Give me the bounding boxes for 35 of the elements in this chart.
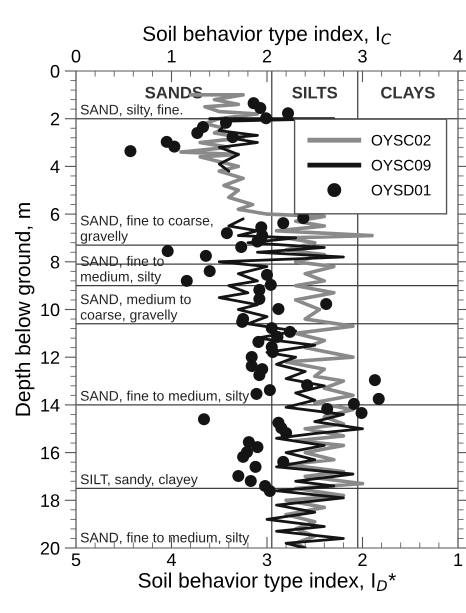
- y-axis-title: Depth below ground, m: [14, 203, 34, 416]
- annotation: SAND, fine to medium, silty: [80, 532, 250, 546]
- y-tick-label: 6: [50, 208, 60, 221]
- ref-line-label: SAND, fine to medium, silty: [80, 390, 250, 404]
- y-tick-label: 20: [40, 542, 60, 555]
- ref-line-label: SAND, fine to coarse, gravelly: [80, 215, 212, 244]
- y-tick-label: 14: [41, 399, 60, 412]
- annotation: SILTS: [292, 86, 338, 99]
- y-tick-label: 2: [50, 112, 60, 126]
- ref-line-label: SAND, medium to coarse, gravelly: [80, 294, 191, 322]
- y-tick-label: 10: [41, 303, 60, 316]
- y-tick-label: 18: [41, 494, 60, 508]
- legend-label: OYSC02: [372, 134, 430, 146]
- x2-tick-label: 1: [168, 50, 176, 62]
- x-tick-label: 5: [72, 554, 80, 566]
- ref-line-label: SAND, silty, fine.: [80, 104, 182, 118]
- y-tick-label: 12: [41, 351, 60, 364]
- x-axis-title: Soil behavior type index, I$_{D}$*: [138, 572, 396, 592]
- ref-line-label: SILT, sandy, clayey: [80, 474, 198, 487]
- y-tick-label: 16: [41, 446, 60, 460]
- y-tick-label: 8: [50, 256, 60, 269]
- legend-label: OYSC09: [372, 160, 431, 171]
- x2-tick-label: 4: [453, 50, 462, 62]
- y-tick-label: 0: [50, 64, 60, 78]
- x-tick-label: 3: [262, 553, 272, 566]
- x2-tick-label: 2: [262, 50, 272, 62]
- x-tick-label: 4: [166, 554, 176, 566]
- annotation: CLAYS: [381, 86, 435, 99]
- legend-label: OYSD01: [372, 184, 431, 196]
- x-tick-label: 1: [454, 554, 462, 566]
- x2-tick-label: 3: [358, 50, 367, 63]
- x2-axis-title: Soil behavior type index, I$_{C}$: [143, 26, 392, 46]
- x-tick-label: 2: [358, 553, 367, 566]
- x2-tick-label: 0: [72, 50, 80, 63]
- y-tick-label: 4: [50, 160, 60, 173]
